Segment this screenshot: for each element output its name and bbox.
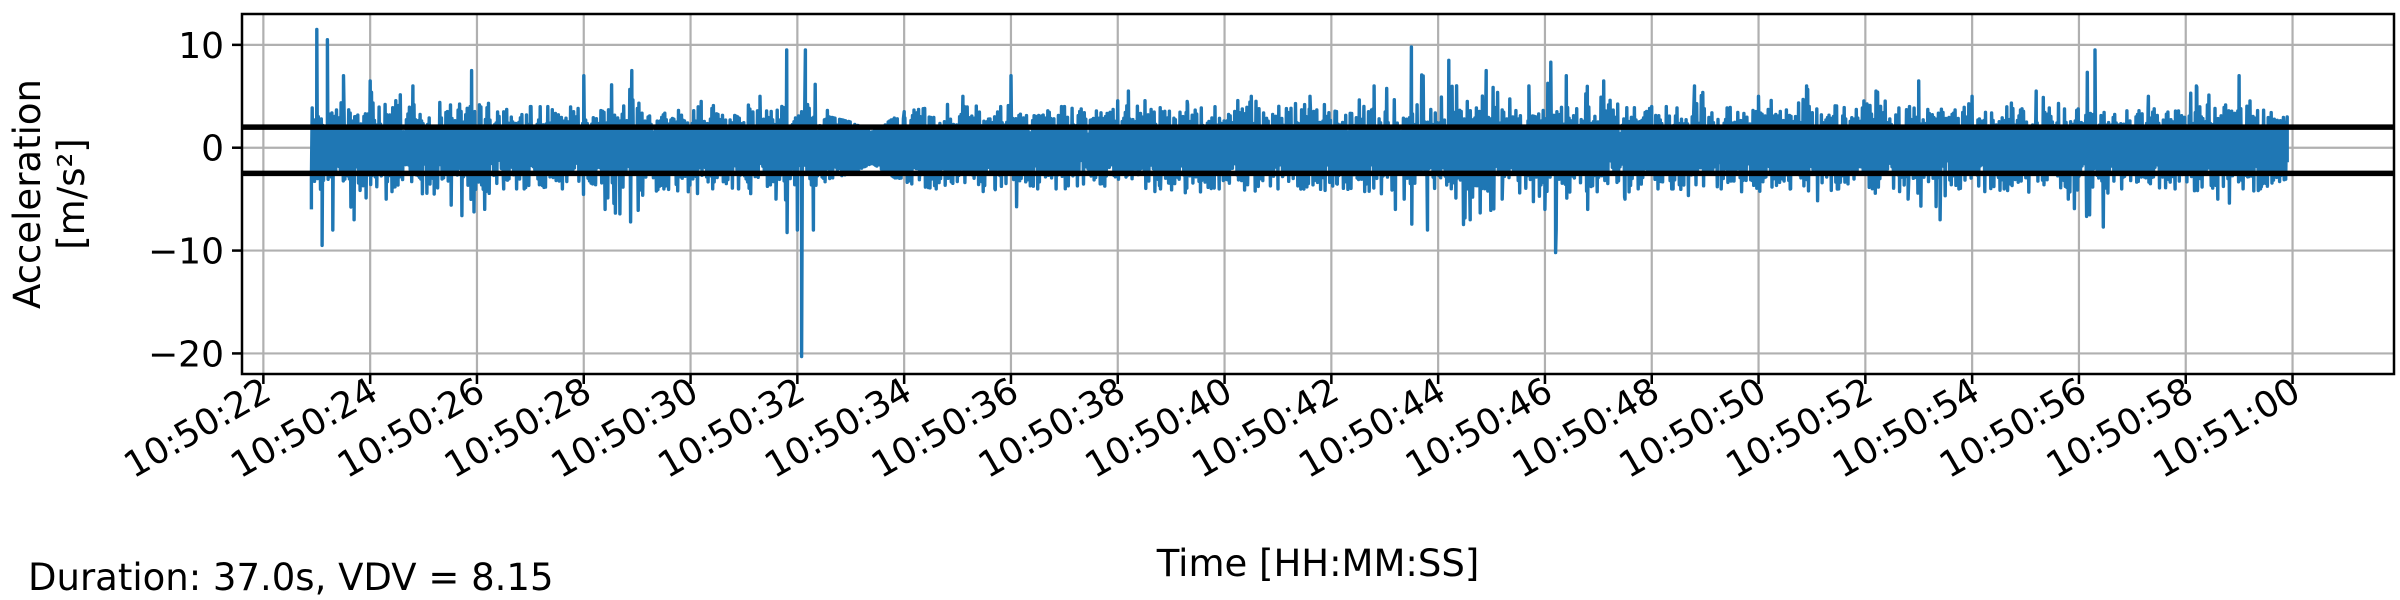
series-group [309,27,2289,359]
y-tick-label: 10 [178,26,224,67]
y-tick-label: −10 [148,232,224,273]
duration-vdv-note: Duration: 37.0s, VDV = 8.15 [28,556,554,599]
x-axis-label: Time [HH:MM:SS] [1156,542,1480,585]
y-tick-label: 0 [201,129,224,170]
plot-frame [240,12,2396,376]
series-line [309,27,2289,359]
y-axis-label: Acceleration[m/s²] [6,79,93,309]
y-tick-label: −20 [148,334,224,375]
